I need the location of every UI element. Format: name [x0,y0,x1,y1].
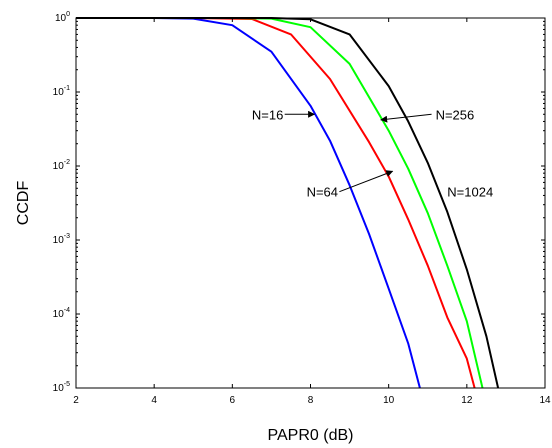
x-tick-label: 8 [308,395,314,406]
x-tick-label: 12 [461,395,473,406]
series-line-n-1024 [76,17,500,389]
y-tick-label: 10-5 [53,381,70,394]
annotation-label: N=1024 [447,185,493,200]
x-tick-label: 6 [230,395,236,406]
y-tick-label: 100 [55,11,70,24]
annotation-arrow [380,113,432,123]
x-tick-label: 10 [383,395,395,406]
x-tick-label: 2 [73,395,79,406]
annotation-layer: N=16 N=64 N=256 N=1024 [252,107,493,199]
y-tick-label: 10-3 [53,233,70,246]
plot-background [76,18,545,388]
x-axis-label: PAPR0 (dB) [268,427,354,444]
axes-layer: 2 4 6 8 10 12 14 100 10-1 10-2 10-3 10-4 10-5 [53,11,551,406]
plot-area [76,18,545,388]
annotation-arrow [339,170,394,193]
annotation-label: N=16 [252,107,283,122]
y-tick-label: 10-4 [53,307,70,320]
annotation-label: N=64 [307,185,338,200]
y-axis-label: CCDF [15,181,32,226]
y-tick-label: 10-2 [53,159,70,172]
annotation-label: N=256 [436,107,475,122]
x-tick-label: 4 [151,395,157,406]
x-tick-label: 14 [539,395,551,406]
y-tick-label: 10-1 [53,85,70,98]
